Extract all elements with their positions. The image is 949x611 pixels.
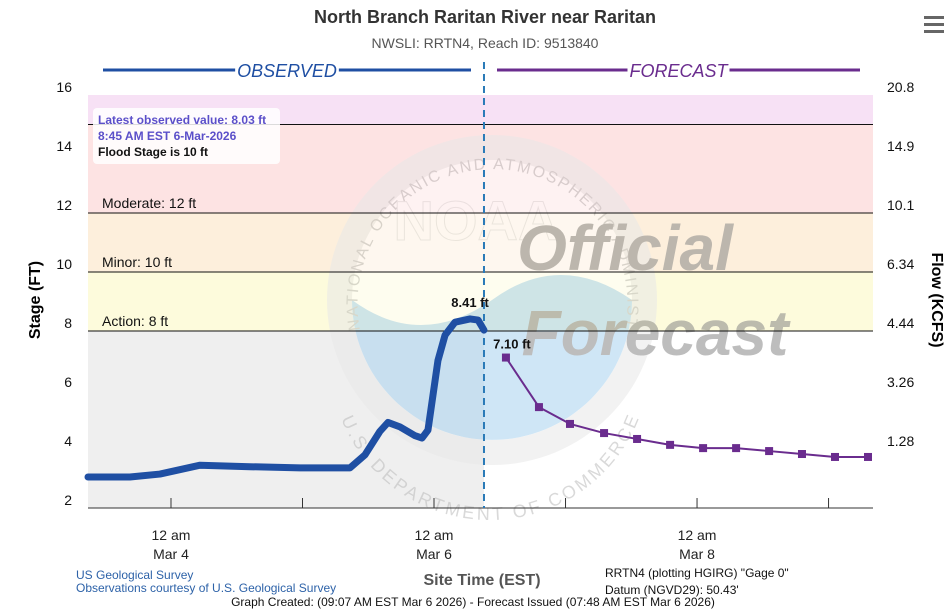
y-tick-label: 4 xyxy=(64,433,72,449)
y-axis-label: Stage (FT) xyxy=(27,261,44,339)
y2-axis-label: Flow (KCFS) xyxy=(928,252,945,347)
info-line: Flood Stage is 10 ft xyxy=(98,145,208,159)
footer-gage: RRTN4 (plotting HGIRG) "Gage 0" xyxy=(605,566,789,580)
y2-tick-label: 3.26 xyxy=(887,374,914,390)
y-tick-label: 6 xyxy=(64,374,72,390)
menu-bar[interactable] xyxy=(924,30,944,33)
footer-gage: Datum (NGVD29): 50.43' xyxy=(605,583,739,597)
forecast-point xyxy=(565,419,574,428)
forecast-point xyxy=(600,429,609,438)
y-tick-label: 10 xyxy=(56,256,72,272)
stamp-line: Forecast xyxy=(522,297,791,369)
x-tick-label: 12 am xyxy=(152,527,191,543)
info-line: Latest observed value: 8.03 ft xyxy=(98,113,266,127)
y2-tick-label: 10.1 xyxy=(887,197,914,213)
data-label: 8.41 ft xyxy=(451,295,489,310)
x-tick-label: Mar 8 xyxy=(679,546,715,562)
data-label: 7.10 ft xyxy=(493,337,531,352)
stamp-line: Official xyxy=(517,212,734,284)
forecast-point xyxy=(534,403,543,412)
flood-label: Action: 8 ft xyxy=(102,313,168,329)
section-label: OBSERVED xyxy=(237,61,337,81)
forecast-point xyxy=(666,440,675,449)
x-tick-label: Mar 4 xyxy=(153,546,189,562)
footer-source: Observations courtesy of U.S. Geological… xyxy=(76,581,336,595)
y-tick-label: 8 xyxy=(64,315,72,331)
footer-source: US Geological Survey xyxy=(76,568,193,582)
forecast-point xyxy=(501,353,510,362)
logo-wave xyxy=(352,275,632,440)
y2-tick-label: 14.9 xyxy=(887,138,914,154)
forecast-point xyxy=(732,444,741,453)
forecast-point xyxy=(797,450,806,459)
logo-text: NOAA xyxy=(394,189,559,252)
y2-tick-label: 1.28 xyxy=(887,433,914,449)
section-label: FORECAST xyxy=(629,61,729,81)
y-tick-label: 2 xyxy=(64,492,72,508)
chart-title: North Branch Raritan River near Raritan xyxy=(314,7,656,27)
footer-created: Graph Created: (09:07 AM EST Mar 6 2026)… xyxy=(231,595,715,609)
forecast-point xyxy=(830,452,839,461)
x-axis-label: Site Time (EST) xyxy=(423,572,540,589)
y2-tick-label: 4.44 xyxy=(887,315,914,331)
forecast-point xyxy=(864,452,873,461)
menu-button[interactable] xyxy=(924,16,944,33)
forecast-point xyxy=(633,434,642,443)
y2-tick-label: 20.8 xyxy=(887,79,914,95)
x-tick-label: Mar 6 xyxy=(416,546,452,562)
forecast-point xyxy=(765,447,774,456)
forecast-line xyxy=(504,356,870,458)
info-box xyxy=(93,108,280,164)
forecast-point xyxy=(699,444,708,453)
observed-line xyxy=(84,315,488,481)
y2-tick-label: 6.34 xyxy=(887,256,914,272)
menu-bar[interactable] xyxy=(924,23,944,26)
menu-bar[interactable] xyxy=(924,16,944,19)
x-tick-label: 12 am xyxy=(415,527,454,543)
flood-label: Moderate: 12 ft xyxy=(102,195,196,211)
info-line: 8:45 AM EST 6-Mar-2026 xyxy=(98,129,237,143)
chart-subtitle: NWSLI: RRTN4, Reach ID: 9513840 xyxy=(372,35,599,51)
x-tick-label: 12 am xyxy=(678,527,717,543)
y-tick-label: 16 xyxy=(56,79,72,95)
y-tick-label: 12 xyxy=(56,197,72,213)
flood-label: Minor: 10 ft xyxy=(102,254,172,270)
y-tick-label: 14 xyxy=(56,138,72,154)
